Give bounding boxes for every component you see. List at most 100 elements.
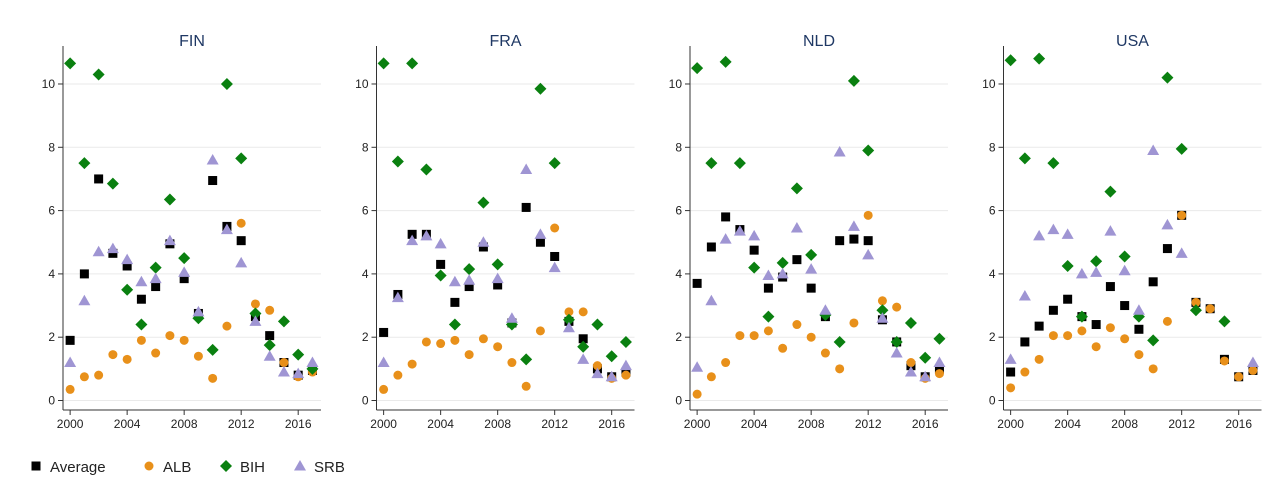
point: [877, 296, 887, 306]
point: [64, 57, 77, 70]
point: [890, 335, 903, 348]
point: [163, 234, 176, 246]
point: [1104, 225, 1117, 236]
point: [691, 361, 704, 372]
legend-label: SRB: [314, 459, 345, 476]
point: [521, 381, 531, 391]
point: [578, 334, 588, 344]
point: [420, 163, 433, 176]
point: [1034, 354, 1044, 364]
point: [706, 372, 716, 382]
point: [236, 218, 246, 228]
point: [763, 326, 773, 336]
point: [505, 312, 518, 323]
panel-title: USA: [1116, 33, 1149, 50]
point: [591, 318, 604, 331]
point: [279, 358, 289, 368]
point: [179, 335, 189, 345]
point: [577, 353, 590, 364]
point: [108, 248, 118, 258]
point: [1118, 250, 1131, 263]
point: [835, 236, 845, 246]
point: [208, 176, 218, 186]
point: [1061, 259, 1074, 272]
x-tick-label: 2000: [997, 417, 1024, 431]
point: [1175, 247, 1188, 258]
point: [749, 245, 759, 255]
point: [1120, 334, 1130, 344]
point: [863, 210, 873, 220]
point: [206, 343, 219, 356]
y-tick-label: 8: [675, 140, 682, 154]
point: [863, 236, 873, 246]
point: [379, 384, 389, 394]
point: [835, 364, 845, 374]
point: [477, 236, 490, 247]
point: [705, 294, 718, 306]
point: [1091, 342, 1101, 352]
point: [919, 351, 932, 364]
point: [1006, 367, 1016, 377]
y-tick-label: 6: [675, 204, 682, 218]
point: [904, 316, 917, 329]
point: [1189, 304, 1202, 317]
point: [235, 256, 248, 268]
x-tick-label: 2000: [684, 417, 711, 431]
point: [1120, 301, 1130, 311]
x-tick-label: 2016: [1225, 417, 1252, 431]
point: [64, 356, 77, 368]
point: [193, 351, 203, 361]
point: [1020, 367, 1030, 377]
y-tick-label: 8: [362, 140, 369, 154]
point: [1047, 223, 1060, 235]
point: [406, 57, 419, 70]
x-tick-label: 2008: [798, 417, 825, 431]
point: [448, 275, 461, 287]
point: [292, 367, 305, 379]
point: [933, 332, 946, 345]
point: [934, 369, 944, 379]
point: [904, 366, 917, 377]
point: [151, 348, 161, 358]
point: [192, 305, 205, 317]
point: [849, 234, 859, 244]
point: [78, 294, 91, 306]
y-tick-label: 4: [989, 267, 996, 281]
point: [220, 77, 233, 90]
x-tick-label: 2004: [1054, 417, 1081, 431]
point: [719, 55, 732, 68]
point: [434, 237, 447, 249]
y-tick-label: 10: [42, 77, 56, 91]
legend-marker: [220, 460, 232, 472]
point: [535, 237, 545, 247]
point: [820, 348, 830, 358]
legend-label: ALB: [163, 459, 191, 476]
point: [106, 177, 119, 190]
point: [491, 258, 504, 271]
point: [477, 196, 490, 209]
point: [735, 331, 745, 341]
x-tick-label: 2004: [114, 417, 141, 431]
point: [719, 233, 732, 244]
point: [478, 242, 488, 252]
point: [577, 340, 590, 353]
point: [493, 280, 503, 290]
point: [819, 304, 832, 315]
point: [165, 331, 175, 341]
point: [421, 337, 431, 347]
point: [250, 299, 260, 309]
x-tick-label: 2004: [427, 417, 454, 431]
point: [136, 335, 146, 345]
point: [862, 144, 875, 157]
point: [1218, 315, 1231, 328]
point: [762, 269, 775, 280]
point: [263, 339, 276, 352]
point: [65, 335, 75, 345]
point: [292, 348, 305, 361]
point: [1161, 218, 1174, 230]
point: [391, 291, 404, 303]
point: [265, 331, 275, 341]
point: [1162, 244, 1172, 254]
point: [222, 321, 232, 331]
